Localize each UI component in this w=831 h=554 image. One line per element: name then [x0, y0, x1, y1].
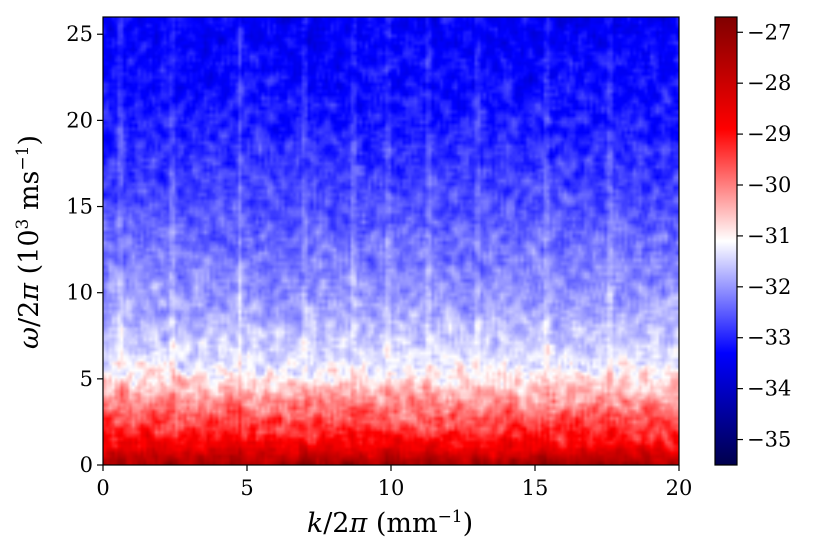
- colorbar-tick-label: −31: [747, 224, 791, 248]
- plot-area: [102, 16, 680, 466]
- colorbar-gradient: [715, 17, 737, 465]
- colorbar-tick-label: −33: [747, 326, 791, 350]
- y-tick-label: 0: [80, 453, 93, 477]
- colorbar-tick-label: −32: [747, 275, 791, 299]
- colorbar-tick-label: −35: [747, 428, 791, 452]
- colorbar: −27 −28 −29 −30 −31 −32 −33 −34 −35: [714, 16, 791, 466]
- x-tick-label: 20: [666, 476, 693, 500]
- x-tick-label: 15: [522, 476, 549, 500]
- colorbar-tick-label: −28: [747, 71, 791, 95]
- colorbar-ticks: −27 −28 −29 −30 −31 −32 −33 −34 −35: [737, 20, 791, 452]
- x-tick-label: 5: [240, 476, 253, 500]
- y-axis: 0 5 10 15 20 25: [66, 22, 103, 477]
- y-tick-label: 5: [80, 367, 93, 391]
- heatmap-image: [103, 17, 679, 465]
- x-tick-label: 10: [378, 476, 405, 500]
- colorbar-tick-label: −30: [747, 173, 791, 197]
- colorbar-frame: [714, 16, 738, 466]
- x-axis: 0 5 10 15 20: [96, 465, 692, 500]
- y-tick-label: 15: [66, 195, 93, 219]
- y-tick-label: 20: [66, 108, 93, 132]
- colorbar-tick-label: −34: [747, 377, 791, 401]
- x-axis-label: k/2π (mm−1): [307, 507, 473, 539]
- y-tick-label: 10: [66, 281, 93, 305]
- x-tick-label: 0: [96, 476, 109, 500]
- y-axis-label: ω/2π (103 ms−1): [13, 135, 45, 349]
- colorbar-tick-label: −27: [747, 20, 791, 44]
- y-tick-label: 25: [66, 22, 93, 46]
- colorbar-tick-label: −29: [747, 122, 791, 146]
